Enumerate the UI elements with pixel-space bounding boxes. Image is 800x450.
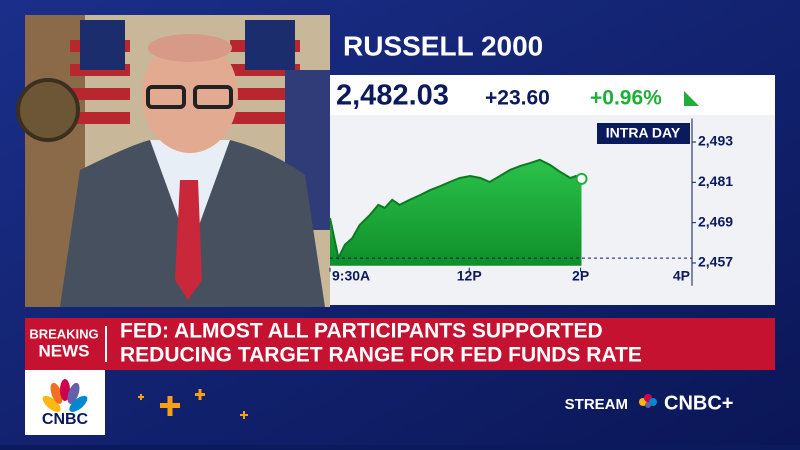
y-tick-label: 2,457 [698,254,733,270]
peacock-logo [42,379,88,412]
y-tick-label: 2,481 [698,173,733,189]
chart-label: INTRA DAY [606,125,681,141]
x-tick-label: 9:30A [332,267,370,283]
decoration [138,389,248,419]
plot: 2,457 2,469 2,481 2,493 9:30A 12P 2P 4P [329,118,733,286]
breaking-tag: NEWS [39,341,90,360]
peacock-small [639,394,657,408]
y-tick-label: 2,493 [698,133,733,149]
line [329,158,582,261]
index-title: RUSSELL 2000 [343,30,543,61]
end-marker [575,172,588,185]
stream-text: STREAM [565,396,628,413]
percent-change: +0.96% [590,87,662,110]
headline: REDUCING TARGET RANGE FOR FED FUNDS RATE [120,344,642,367]
up-arrow [684,91,699,106]
change: +23.60 [485,87,550,110]
x-tick-label: 12P [457,267,482,283]
x-tick-label: 4P [673,267,690,283]
divider [105,326,107,362]
x-tick-label: 2P [572,267,589,283]
breaking-banner [25,318,775,370]
label-box [597,123,690,144]
price: 2,482.03 [336,80,449,112]
quote-panel [330,75,775,115]
brand-text: CNBC+ [664,392,733,414]
area [330,159,582,266]
video-feed [16,15,330,307]
y-tick-label: 2,469 [698,213,733,229]
breaking-tag: BREAKING [29,326,98,341]
headline: FED: ALMOST ALL PARTICIPANTS SUPPORTED [120,320,603,343]
logo-text: CNBC [42,411,89,428]
